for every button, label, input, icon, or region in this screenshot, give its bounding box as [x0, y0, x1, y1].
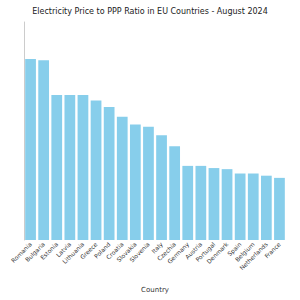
svg-text:Estonia: Estonia [38, 240, 60, 262]
svg-text:Bulgaria: Bulgaria [23, 240, 47, 263]
svg-text:Denmark: Denmark [205, 240, 230, 265]
svg-text:Greece: Greece [78, 240, 99, 261]
svg-text:Austria: Austria [183, 240, 204, 261]
svg-text:Germany: Germany [165, 240, 191, 265]
svg-text:Lithuania: Lithuania [60, 240, 86, 266]
svg-text:Country: Country [141, 286, 169, 294]
svg-text:Electricity Price to PPP Ratio: Electricity Price to PPP Ratio in EU Cou… [32, 7, 268, 16]
svg-text:Poland: Poland [92, 240, 112, 260]
svg-text:France: France [263, 240, 282, 259]
svg-text:Netherlands: Netherlands [238, 240, 269, 272]
svg-text:Belgium: Belgium [233, 240, 256, 263]
svg-text:Czechia: Czechia [155, 240, 178, 262]
svg-text:Spain: Spain [225, 240, 243, 258]
svg-text:Latvia: Latvia [54, 240, 73, 259]
svg-text:Slovenia: Slovenia [128, 240, 151, 263]
svg-text:Portugal: Portugal [193, 240, 217, 263]
svg-text:Romania: Romania [9, 240, 33, 264]
svg-text:Croatia: Croatia [104, 240, 125, 261]
svg-text:Italy: Italy [149, 240, 164, 255]
svg-text:Slovakia: Slovakia [115, 240, 138, 264]
